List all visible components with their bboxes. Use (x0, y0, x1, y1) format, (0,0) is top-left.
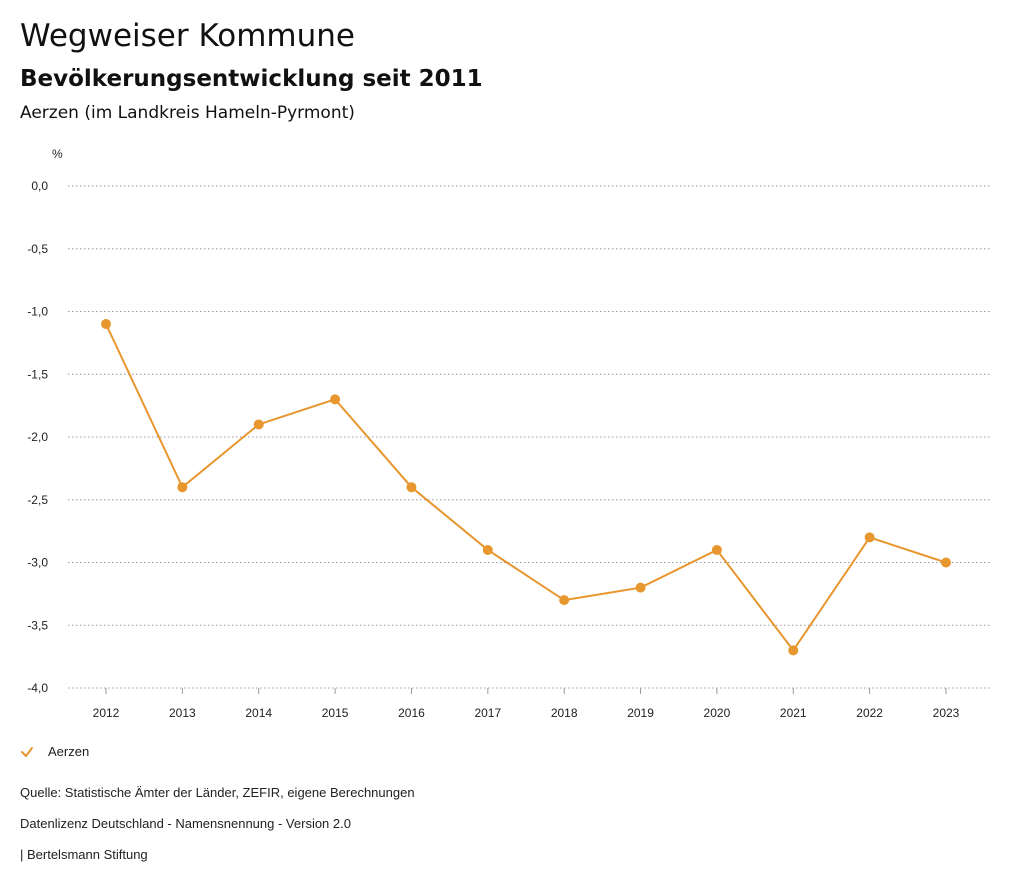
y-tick-label: -0,5 (27, 242, 48, 256)
x-tick-label: 2013 (169, 706, 196, 720)
data-point[interactable] (482, 544, 493, 555)
x-tick-label: 2017 (474, 706, 501, 720)
data-point[interactable] (864, 532, 875, 543)
x-tick-label: 2023 (933, 706, 960, 720)
page-title: Wegweiser Kommune (20, 18, 355, 54)
legend-label-aerzen: Aerzen (48, 744, 90, 759)
brand-note: | Bertelsmann Stiftung (20, 847, 148, 862)
x-tick-label: 2021 (780, 706, 807, 720)
chart-header: Wegweiser Kommune Bevölkerungsentwicklun… (20, 16, 483, 124)
data-point[interactable] (559, 595, 570, 606)
data-point[interactable] (711, 544, 722, 555)
y-tick-label: -1,5 (27, 367, 48, 381)
region-label: Aerzen (im Landkreis Hameln-Pyrmont) (20, 103, 355, 123)
source-note: Quelle: Statistische Ämter der Länder, Z… (20, 785, 415, 800)
grid-lines (68, 185, 990, 689)
y-tick-label: -2,5 (27, 493, 48, 507)
x-tick-label: 2019 (627, 706, 654, 720)
x-tick-label: 2022 (856, 706, 883, 720)
data-point[interactable] (941, 557, 951, 568)
x-tick-label: 2018 (551, 706, 578, 720)
y-axis-unit: % (52, 147, 63, 161)
x-tick-label: 2012 (93, 706, 120, 720)
data-point[interactable] (330, 394, 341, 405)
y-tick-label: -3,5 (27, 618, 48, 632)
y-tick-label: -1,0 (27, 305, 48, 319)
y-tick-label: -3,0 (27, 556, 48, 570)
y-tick-label: -4,0 (27, 681, 48, 695)
x-tick-label: 2020 (704, 706, 731, 720)
series-layer (101, 319, 951, 656)
data-point[interactable] (406, 482, 417, 493)
data-point[interactable] (101, 319, 111, 330)
line-chart: 0,0 -0,5 -1,0 -1,5 -2,0 -2,5 -3,0 -3,5 -4,0 2012… (27, 147, 990, 720)
check-icon (21, 746, 33, 757)
y-tick-label: 0,0 (31, 179, 48, 193)
chart-subtitle: Bevölkerungsentwicklung seit 2011 (20, 66, 483, 92)
x-tick-label: 2016 (398, 706, 425, 720)
license-note: Datenlizenz Deutschland - Namensnennung … (20, 816, 351, 831)
legend[interactable]: Aerzen (20, 744, 89, 759)
y-tick-label: -2,0 (27, 430, 48, 444)
data-point[interactable] (177, 482, 188, 493)
series-line-aerzen (105, 323, 947, 652)
x-tick-label: 2015 (322, 706, 349, 720)
data-point[interactable] (788, 645, 799, 656)
x-tick-label: 2014 (245, 706, 272, 720)
data-point[interactable] (253, 419, 264, 430)
x-axis-ticks: 2012 2013 2014 2015 2016 2017 2018 2019 2020 2021… (93, 688, 960, 720)
y-axis-ticks: 0,0 -0,5 -1,0 -1,5 -2,0 -2,5 -3,0 -3,5 -4,0 (27, 179, 48, 695)
data-point[interactable] (635, 582, 646, 593)
